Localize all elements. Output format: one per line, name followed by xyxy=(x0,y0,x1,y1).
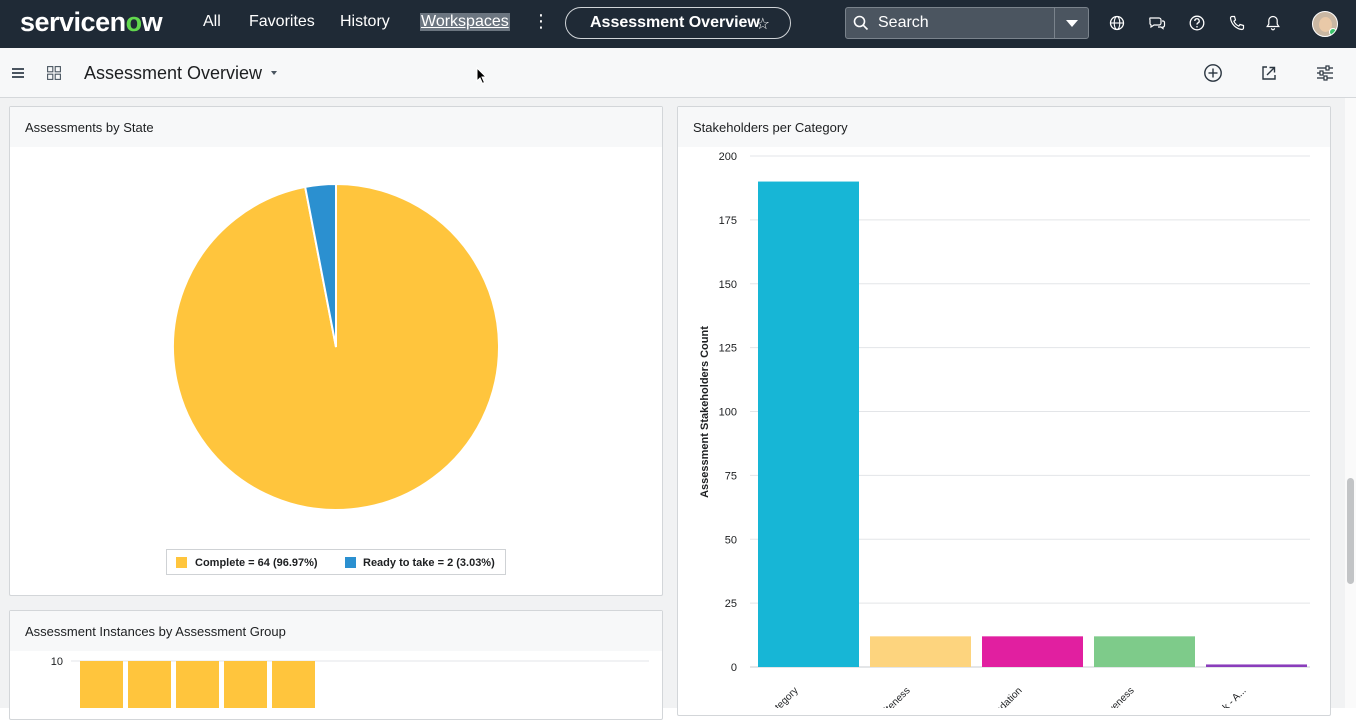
servicenow-logo[interactable]: servicenow xyxy=(20,7,163,38)
group-bar-chart: 10 xyxy=(51,656,649,708)
widget-title: Assessments by State xyxy=(25,120,154,135)
bar-chart: 0 25 50 75 100 125 150 175 200 ...category ...lit… xyxy=(699,151,1310,708)
star-icon[interactable]: ☆ xyxy=(755,16,770,33)
bar[interactable] xyxy=(272,661,315,708)
logo-text-end: w xyxy=(141,7,163,37)
chevron-down-icon xyxy=(1066,20,1078,27)
legend-swatch-complete xyxy=(176,557,187,568)
widget-title: Stakeholders per Category xyxy=(693,120,848,135)
add-widget-icon[interactable] xyxy=(1203,63,1223,83)
widget-title: Assessment Instances by Assessment Group xyxy=(25,624,286,639)
bar[interactable] xyxy=(80,661,123,708)
widget-header: Assessments by State xyxy=(10,107,662,147)
bar[interactable] xyxy=(870,636,971,667)
y-tick-label: 25 xyxy=(725,598,737,610)
more-menu-icon[interactable]: ⋮ xyxy=(532,11,550,31)
y-tick-label: 175 xyxy=(719,215,737,227)
pie-legend: Complete = 64 (96.97%) Ready to take = 2… xyxy=(166,549,506,575)
global-search[interactable]: Search xyxy=(845,7,1089,39)
y-axis-label: Assessment Stakeholders Count xyxy=(699,326,711,498)
nav-favorites[interactable]: Favorites xyxy=(249,13,315,30)
legend-item-complete[interactable]: Complete = 64 (96.97%) xyxy=(195,557,318,569)
y-tick-label: 150 xyxy=(719,279,737,291)
bar[interactable] xyxy=(224,661,267,708)
x-tick-label: ...category xyxy=(760,685,801,708)
x-tick-label: ...Bank - A... xyxy=(1202,685,1248,708)
user-avatar[interactable] xyxy=(1312,11,1338,37)
phone-icon[interactable] xyxy=(1228,14,1246,32)
bar[interactable] xyxy=(758,181,859,668)
bar[interactable] xyxy=(1206,664,1307,667)
pie-slice-ready[interactable] xyxy=(303,182,337,348)
widget-header: Assessment Instances by Assessment Group xyxy=(10,611,662,651)
context-pill-label: Assessment Overview xyxy=(590,14,760,31)
logo-text: servicen xyxy=(20,7,126,37)
filter-settings-icon[interactable] xyxy=(1315,63,1335,83)
share-icon[interactable] xyxy=(1259,63,1279,83)
dashboard-title[interactable]: Assessment Overview xyxy=(84,63,263,83)
help-icon[interactable] xyxy=(1188,14,1206,32)
x-tick-label: ...ndation xyxy=(988,685,1025,708)
search-scope-dropdown[interactable] xyxy=(1054,8,1088,38)
y-tick-label: 75 xyxy=(725,470,737,482)
bar[interactable] xyxy=(176,661,219,708)
title-dropdown-icon[interactable] xyxy=(271,71,277,75)
nav-workspaces[interactable]: Workspaces xyxy=(420,13,510,31)
nav-all[interactable]: All xyxy=(203,13,221,30)
bar[interactable] xyxy=(982,636,1083,667)
widget-header: Stakeholders per Category xyxy=(678,107,1330,147)
hamburger-menu-icon[interactable] xyxy=(12,68,24,78)
scrollbar-thumb[interactable] xyxy=(1347,478,1354,584)
search-input[interactable]: Search xyxy=(878,14,929,31)
y-tick-label: 50 xyxy=(725,534,737,546)
pie-chart xyxy=(172,182,500,511)
mouse-cursor-icon xyxy=(476,67,488,85)
logo-o: o xyxy=(125,7,143,37)
top-navigation-bar: servicenow All Favorites History Workspa… xyxy=(0,0,1356,48)
page-scrollbar[interactable] xyxy=(1345,98,1356,708)
y-tick-label: 200 xyxy=(719,151,737,163)
x-tick-label: ...liteness xyxy=(875,685,913,708)
presence-indicator xyxy=(1329,28,1337,36)
search-icon xyxy=(853,15,869,31)
dashboard-header: Assessment Overview xyxy=(0,48,1356,98)
y-tick-label: 100 xyxy=(719,407,737,419)
bar[interactable] xyxy=(1094,636,1195,667)
y-tick-label: 10 xyxy=(51,656,63,668)
chat-icon[interactable] xyxy=(1148,14,1166,32)
bar[interactable] xyxy=(128,661,171,708)
legend-item-ready[interactable]: Ready to take = 2 (3.03%) xyxy=(363,557,495,569)
y-tick-label: 0 xyxy=(731,662,737,674)
dashboard-grid-icon[interactable] xyxy=(47,66,61,80)
nav-history[interactable]: History xyxy=(340,13,390,30)
context-pill[interactable]: Assessment Overview ☆ xyxy=(565,7,791,39)
x-tick-label: ...siveness xyxy=(1095,685,1136,708)
bell-icon[interactable] xyxy=(1264,14,1282,32)
globe-icon[interactable] xyxy=(1108,14,1126,32)
y-tick-label: 125 xyxy=(719,343,737,355)
legend-swatch-ready xyxy=(345,557,356,568)
